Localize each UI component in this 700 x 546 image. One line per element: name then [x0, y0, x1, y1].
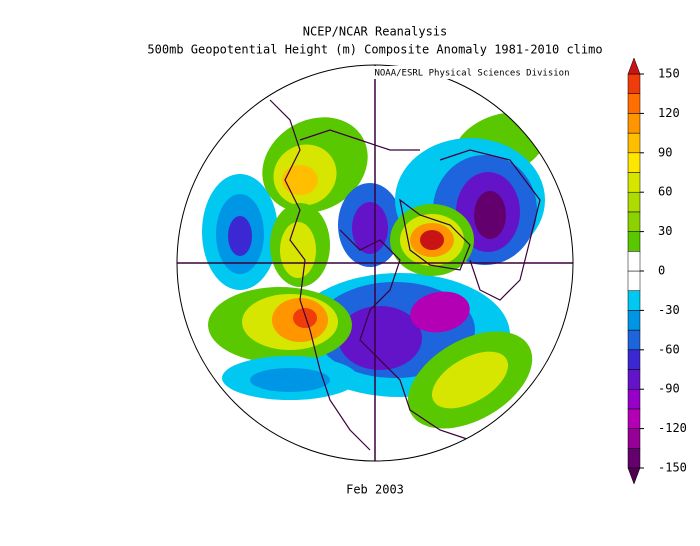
coastlines: [269, 99, 541, 451]
colorbar-segment: [627, 388, 641, 410]
colorbar-segment: [627, 113, 641, 134]
colorbar-arrow: [627, 57, 641, 75]
colorbar-tick-label: 30: [658, 224, 672, 238]
colorbar-segment: [627, 290, 641, 311]
colorbar-tick-label: -120: [658, 421, 687, 435]
date-caption: Feb 2003: [346, 483, 404, 497]
colorbar-tick-label: 0: [658, 264, 665, 278]
colorbar-segment: [627, 270, 641, 291]
colorbar-segment: [627, 73, 641, 94]
anomaly-contour: [410, 291, 470, 333]
colorbar-segment: [627, 152, 641, 173]
colorbar-segment: [627, 310, 641, 331]
credit-box: [370, 66, 575, 79]
anomaly-contour: [352, 202, 388, 254]
colorbar-tick-label: -30: [658, 303, 680, 317]
colorbar-tick-label: -150: [658, 461, 687, 475]
colorbar-segment: [627, 369, 641, 390]
title: NCEP/NCAR Reanalysis: [303, 25, 448, 39]
anomaly-contour: [420, 230, 444, 250]
subtitle: 500mb Geopotential Height (m) Composite …: [147, 43, 602, 57]
colorbar-tick-label: 120: [658, 106, 680, 120]
colorbar-segment: [627, 191, 641, 213]
anomaly-contour: [228, 216, 252, 256]
coastline: [299, 129, 420, 151]
colorbar-segment: [627, 408, 641, 429]
map-border: [176, 64, 574, 462]
colorbar-segment: [627, 211, 641, 232]
anomaly-contour: [432, 351, 508, 409]
colorbar-tick-label: 90: [658, 145, 672, 159]
coastline: [339, 229, 471, 441]
colorbar-tick-label: -90: [658, 382, 680, 396]
anomaly-contour: [474, 191, 506, 239]
anomaly-field: [202, 112, 547, 429]
colorbar-segment: [627, 428, 641, 449]
coastline: [439, 149, 541, 301]
anomaly-contour: [282, 165, 318, 195]
colorbar-tick-label: 60: [658, 185, 672, 199]
coastline: [269, 99, 371, 451]
colorbar-tick-label: 150: [658, 67, 680, 81]
colorbar-segment: [627, 172, 641, 193]
colorbar-segment: [627, 329, 641, 351]
colorbar-arrow: [627, 467, 641, 485]
colorbar-segment: [627, 231, 641, 252]
colorbar: -150 -120 -90 -60 -30 0 30 60 90 120 150: [627, 57, 687, 485]
credit: NOAA/ESRL Physical Sciences Division: [374, 69, 569, 79]
colorbar-segment: [627, 349, 641, 370]
coastline: [399, 198, 471, 271]
colorbar-segment: [627, 251, 641, 272]
colorbar-segment: [627, 448, 641, 469]
anomaly-contour: [250, 368, 330, 392]
anomaly-contour: [338, 306, 422, 370]
colorbar-segment: [627, 93, 641, 114]
anomaly-contour: [293, 308, 317, 328]
colorbar-tick-label: -60: [658, 342, 680, 356]
colorbar-segment: [627, 132, 641, 154]
